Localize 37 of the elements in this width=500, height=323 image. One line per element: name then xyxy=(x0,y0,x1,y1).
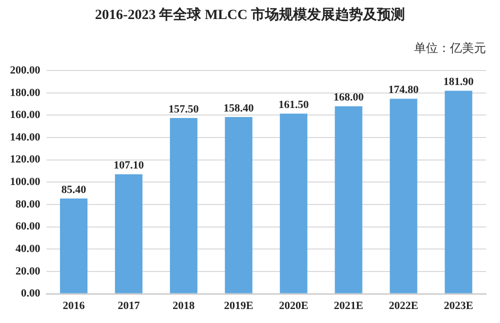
bar xyxy=(390,98,418,294)
bar xyxy=(444,90,472,294)
y-tick-label: 140.00 xyxy=(10,131,41,144)
data-label: 107.10 xyxy=(114,160,144,172)
data-label: 85.40 xyxy=(61,184,87,196)
y-tick-label: 60.00 xyxy=(16,220,41,233)
y-tick-label: 20.00 xyxy=(16,265,41,278)
y-tick-label: 0.00 xyxy=(21,288,41,300)
y-tick-label: 120.00 xyxy=(10,154,41,166)
bar xyxy=(170,118,198,294)
data-label: 174.80 xyxy=(388,84,420,96)
x-tick-label: 2022E xyxy=(388,300,418,312)
bar xyxy=(60,198,88,294)
bar xyxy=(114,174,142,294)
bar xyxy=(224,117,252,294)
y-tick-label: 180.00 xyxy=(10,86,41,99)
x-tick-label: 2023E xyxy=(444,300,474,312)
y-tick-label: 40.00 xyxy=(16,243,41,256)
y-tick-label: 100.00 xyxy=(10,176,41,188)
data-label: 168.00 xyxy=(333,92,364,104)
x-tick-label: 2016 xyxy=(62,300,86,312)
x-tick-label: 2019E xyxy=(224,300,254,312)
y-tick-label: 80.00 xyxy=(16,198,41,210)
y-tick-label: 160.00 xyxy=(10,109,41,122)
data-label: 157.50 xyxy=(168,103,200,116)
x-tick-label: 2021E xyxy=(334,300,364,312)
data-label: 181.90 xyxy=(443,76,474,88)
chart-title: 2016-2023 年全球 MLCC 市场规模发展趋势及预测 xyxy=(94,6,406,24)
data-label: 161.50 xyxy=(278,98,310,111)
data-label: 158.40 xyxy=(224,102,254,114)
y-tick-label: 200.00 xyxy=(10,64,41,76)
bar xyxy=(280,114,308,294)
x-tick-label: 2020E xyxy=(278,300,308,312)
x-tick-label: 2018 xyxy=(172,300,196,312)
bar xyxy=(334,106,362,294)
x-tick-label: 2017 xyxy=(118,300,140,312)
text: 单位：亿美元 xyxy=(414,40,486,57)
